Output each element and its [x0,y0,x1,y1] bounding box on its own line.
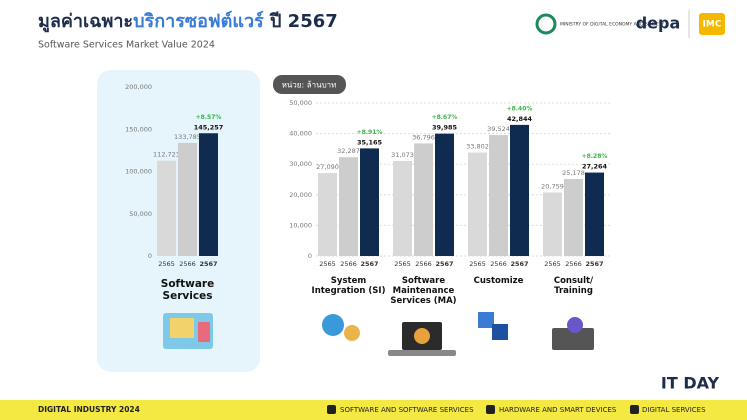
bar [393,160,412,256]
legend-icon [630,405,639,414]
icon [492,324,508,340]
growth-label: +8.40% [507,105,533,112]
bar [318,173,337,256]
x-tick-label: 2567 [435,260,453,268]
bar [360,148,379,256]
x-tick-label: 2565 [319,260,336,268]
value-label: 39,985 [432,124,458,132]
value-label: 31,073 [391,151,414,159]
x-tick-label: 2567 [585,260,603,268]
bar [339,157,358,256]
icon [552,328,594,350]
y-tick-label: 0 [148,252,152,260]
value-label: 27,264 [582,163,608,171]
value-label: 39,524 [487,125,510,133]
x-tick-label: 2565 [469,260,486,268]
value-label: 20,759 [541,182,564,190]
bar [199,133,218,256]
bar [510,124,529,256]
growth-label: +8.91% [357,129,383,136]
y-tick-label: 150,000 [125,125,152,133]
y-tick-label: 30,000 [289,160,312,168]
y-tick-label: 50,000 [289,99,312,107]
value-label: 25,178 [562,169,585,177]
icon [344,325,360,341]
logo-box [699,13,725,35]
y-tick-label: 20,000 [289,191,312,199]
x-tick-label: 2565 [544,260,561,268]
x-tick-label: 2567 [510,260,528,268]
title-part: มูลค่าเฉพาะ [38,11,133,33]
legend-icon [327,405,336,414]
category-label: Consult/ Training [553,276,594,296]
legend-icon [486,405,495,414]
growth-label: +8.57% [196,114,222,121]
icon [388,350,456,356]
icon [198,322,210,342]
bar [468,152,487,256]
growth-label: +8.28% [582,153,608,160]
title-part: บริการซอฟต์แวร์ [133,10,264,32]
category-label: Customize [473,276,524,286]
value-label: 112,723 [153,151,180,159]
value-label: 133,785 [174,133,201,141]
bar [489,135,508,256]
x-tick-label: 2566 [490,260,507,268]
unit-pill [273,75,346,94]
icon [414,328,430,344]
value-label: 36,796 [412,133,435,141]
footer-bar [0,400,747,420]
legend-label: SOFTWARE AND SOFTWARE SERVICES [340,406,474,414]
icon [322,314,344,336]
icon [478,312,494,328]
x-tick-label: 2565 [394,260,411,268]
bar [178,142,197,256]
x-tick-label: 2566 [565,260,582,268]
growth-label: +8.67% [432,114,458,121]
value-label: 27,090 [316,163,339,171]
category-label: Software Maintenance Services (MA) [390,276,457,306]
y-tick-label: 50,000 [129,210,152,218]
category-label: Software Services [160,278,215,303]
category-label: System Integration (SI) [311,276,386,296]
x-tick-label: 2567 [360,260,378,268]
bar [157,160,176,256]
value-label: 145,257 [194,123,224,131]
logo-text: depa [636,14,681,33]
value-label: 35,165 [357,138,383,146]
bar [414,143,433,256]
icon [170,318,194,338]
x-tick-label: 2565 [158,260,175,268]
logo-text: MINISTRY OF DIGITAL ECONOMY AND SOCIETY [560,22,664,28]
bar [543,192,562,256]
logo-text: IT DAY [661,374,720,393]
bar [564,178,583,256]
x-tick-label: 2566 [340,260,357,268]
x-tick-label: 2567 [199,260,217,268]
value-label: 32,287 [337,147,360,155]
value-label: 42,844 [507,115,533,123]
footer-label: DIGITAL INDUSTRY 2024 [38,405,140,414]
logo-text: IMC [703,20,722,30]
value-label: 33,802 [466,143,489,151]
y-tick-label: 200,000 [125,83,152,91]
y-tick-label: 100,000 [125,168,152,176]
x-tick-label: 2566 [415,260,432,268]
y-tick-label: 10,000 [289,221,312,229]
y-tick-label: 40,000 [289,130,312,138]
icon [567,317,583,333]
title: มูลค่าเฉพาะบริการซอฟต์แวร์ ปี 2567 [38,10,338,33]
y-tick-label: 0 [308,252,312,260]
unit: หน่วย: ล้านบาท [282,81,337,90]
bar [585,172,604,256]
x-tick-label: 2566 [179,260,196,268]
legend-label: HARDWARE AND SMART DEVICES [499,406,617,414]
subtitle: Software Services Market Value 2024 [38,40,215,51]
bar [435,133,454,256]
title-part: ปี 2567 [264,11,338,32]
legend-label: DIGITAL SERVICES [642,406,706,414]
logo-mark [535,13,557,35]
